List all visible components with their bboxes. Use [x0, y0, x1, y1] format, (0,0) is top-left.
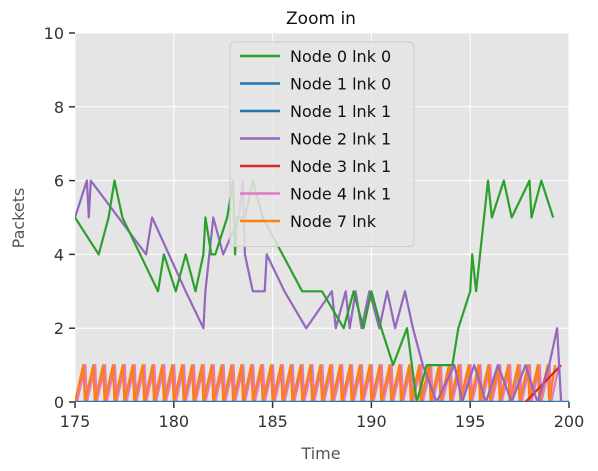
x-axis-label: Time: [300, 444, 340, 463]
y-tick-label: 8: [54, 98, 64, 117]
x-tick-label: 180: [159, 412, 190, 431]
legend-label: Node 4 lnk 1: [290, 185, 391, 204]
y-tick-label: 4: [54, 245, 64, 264]
axes: 175 180 185 190 195 200 0 2 4 6 8 10: [44, 24, 585, 431]
legend-label: Node 7 lnk: [290, 212, 377, 231]
legend-label: Node 3 lnk 1: [290, 157, 391, 176]
chart-title: Zoom in: [286, 9, 356, 29]
legend-label: Node 1 lnk 0: [290, 75, 391, 94]
legend-box: [229, 41, 415, 247]
legend: Node 0 lnk 0 Node 1 lnk 0 Node 1 lnk 1 Node…: [229, 41, 415, 247]
y-tick-label: 10: [44, 24, 64, 43]
legend-label: Node 2 lnk 1: [290, 130, 391, 149]
y-tick-label: 0: [54, 393, 64, 412]
x-tick-label: 175: [60, 412, 91, 431]
x-tick-label: 190: [356, 412, 387, 431]
x-tick-label: 195: [455, 412, 486, 431]
y-tick-label: 6: [54, 172, 64, 191]
legend-label: Node 0 lnk 0: [290, 47, 391, 66]
legend-label: Node 1 lnk 1: [290, 102, 391, 121]
y-tick-label: 2: [54, 319, 64, 338]
series-layer: [75, 179, 569, 402]
x-tick-label: 185: [257, 412, 288, 431]
series-line-0: [75, 179, 555, 402]
y-axis-label: Packets: [9, 188, 28, 249]
x-tick-label: 200: [554, 412, 585, 431]
